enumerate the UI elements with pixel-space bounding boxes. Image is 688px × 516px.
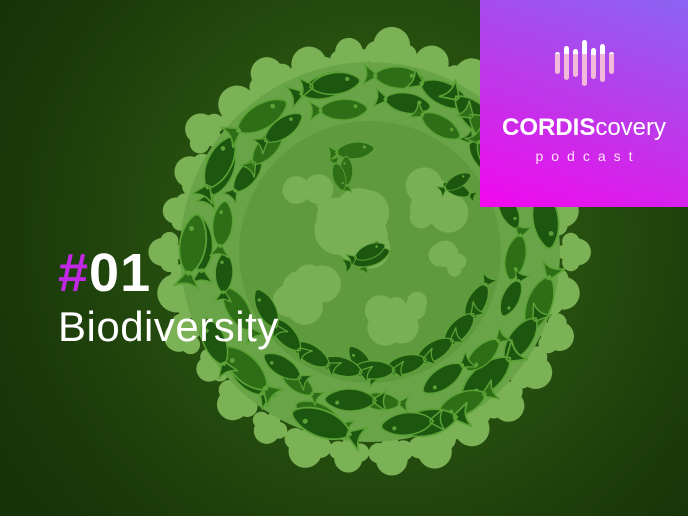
episode-block: #01 Biodiversity	[58, 246, 279, 350]
brand-name: CORDIScovery	[502, 116, 666, 140]
brand-name-light: covery	[595, 114, 667, 141]
waveform-bar	[554, 52, 560, 74]
waveform-bar	[563, 46, 569, 80]
episode-title: Biodiversity	[58, 303, 279, 350]
episode-number: #01	[58, 246, 279, 300]
episode-number-value: 01	[89, 243, 152, 303]
brand-panel: CORDIScovery podcast	[480, 0, 688, 207]
waveform-bar	[581, 40, 587, 86]
waveform-bar	[572, 49, 578, 77]
waveform-bar	[590, 47, 596, 79]
waveform-icon	[554, 40, 614, 86]
waveform-bar	[599, 44, 605, 82]
waveform-bar	[608, 52, 614, 74]
brand-name-bold: CORDIS	[501, 114, 596, 141]
brand-subtitle: podcast	[535, 148, 641, 164]
episode-hash: #	[58, 243, 90, 303]
